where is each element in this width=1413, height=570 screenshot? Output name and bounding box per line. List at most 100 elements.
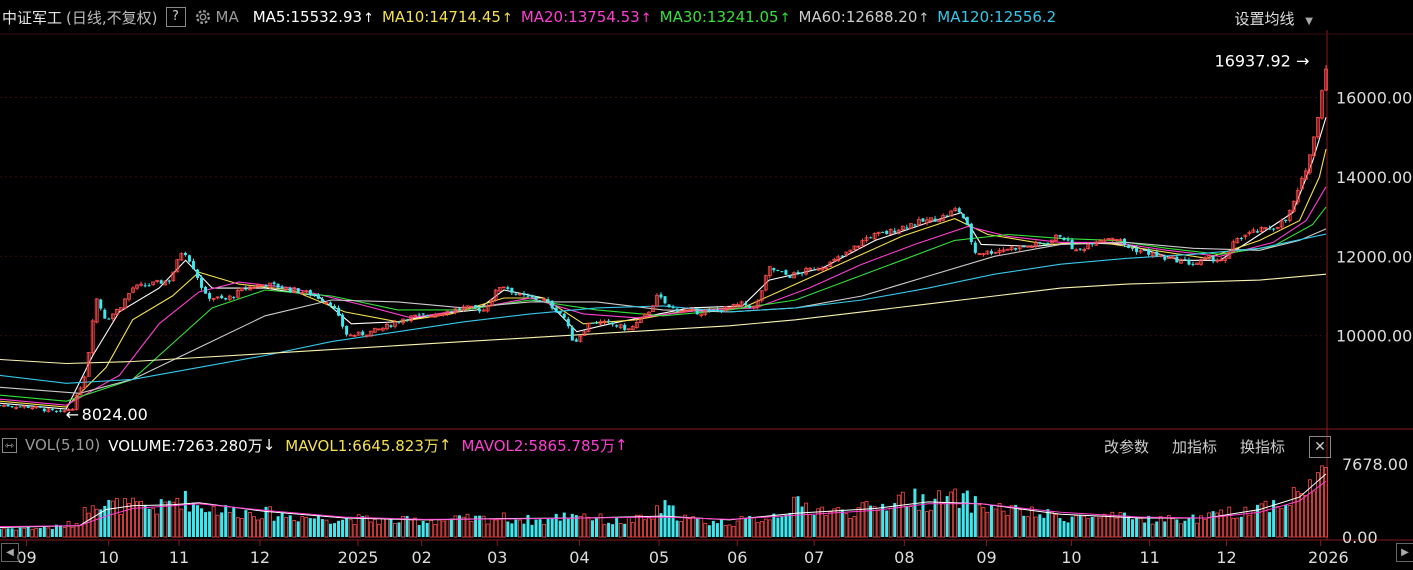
candle-body [856,245,861,248]
x-tick-label: 06 [727,548,747,567]
candle-body [1287,210,1292,221]
candle [1014,247,1018,251]
candle [461,304,466,312]
candle-body [284,286,289,291]
volume-bar [151,508,156,538]
candle-body [1005,248,1010,251]
volume-bar [139,500,143,538]
set-ma-button[interactable]: 设置均线 ▼ [1232,8,1313,29]
volume-bar [945,496,949,537]
ma-item: MA30:13241.05↑ [659,8,791,26]
period-mode[interactable]: (日线,不复权) [66,8,158,27]
volume-bar [110,500,115,538]
candle [1268,225,1272,230]
close-icon[interactable]: ✕ [1309,436,1331,458]
help-button[interactable]: ? [165,7,186,27]
candle [1307,154,1312,176]
candle-body [1017,245,1022,250]
volume-bar [957,507,961,537]
expand-icon[interactable]: ⇿ [2,437,17,453]
candle [719,310,723,314]
volume-bar [989,505,993,537]
candle [264,284,268,289]
candle [840,255,844,258]
candle [1179,258,1183,264]
candle [646,311,651,317]
volume-bar [204,512,208,537]
candle [235,288,240,299]
candle-body [655,294,659,307]
candle-body [965,216,969,226]
candle [328,301,332,308]
candle-body [361,331,365,336]
switch-indicator-button[interactable]: 换指标 [1240,438,1286,456]
candle-body [401,318,405,324]
volume-bar [361,516,365,537]
candle-body [1042,243,1046,245]
low-price-label: 8024.00 [82,405,148,424]
candle-body [949,210,954,217]
volume-bar [896,494,901,538]
candle [1025,245,1030,248]
edit-params-button[interactable]: 改参数 [1104,438,1150,456]
chart-header: 中证军工 (日线,不复权) ? MA MA5:15532.93↑ MA10:147… [0,0,1413,34]
volume-bar [615,517,619,537]
volume-bar [1183,520,1187,537]
volume-bar [594,518,598,537]
candle-body [292,287,297,294]
candle-body [634,321,639,328]
volume-bar [723,525,728,538]
volume-bar [1090,516,1094,537]
add-indicator-button[interactable]: 加指标 [1172,438,1218,456]
candle-body [247,286,252,291]
candle [2,403,6,408]
candle-body [135,284,139,289]
candle-body [288,287,292,292]
candle [312,293,316,297]
candle [881,231,885,233]
candle [832,257,837,263]
volume-bar [333,523,337,537]
candle [187,254,191,263]
ma-label[interactable]: MA [215,8,239,26]
candle-body [6,404,10,407]
volume-bar [272,520,276,537]
candle-body [763,275,768,291]
volume-bar [522,523,526,537]
volume-bar [667,505,671,537]
candle-body [337,307,341,316]
candle-body [280,286,284,289]
volume-bar [42,526,46,537]
candle-body [534,296,538,300]
volume-bar [550,518,554,537]
gear-icon[interactable] [194,8,212,26]
volume-bar [393,523,397,538]
candle [204,285,208,294]
candle [1243,234,1248,240]
chevron-down-icon: ▼ [1305,16,1313,27]
volume-bar [679,521,684,538]
candle [1017,245,1022,252]
candle-body [618,324,623,329]
scroll-right-button[interactable]: ▶ [1396,543,1413,562]
candle [1086,243,1091,250]
candle [913,223,917,229]
candle [123,298,127,310]
candle [667,304,671,308]
candle [1207,254,1212,260]
candle [167,279,171,285]
scroll-left-button[interactable]: ◀ [1,543,19,562]
volume-indicator[interactable]: VOL(5,10) [25,436,101,454]
candle-body [1009,246,1014,251]
candle-body [1054,234,1058,242]
volume-bar [618,523,623,538]
volume-bar [6,528,10,537]
candle [699,313,704,318]
candle [755,299,760,310]
volume-bar [247,512,252,538]
candle-body [256,284,260,288]
candle-body [1239,238,1243,240]
candle-body [755,300,760,308]
candle-body [437,314,442,316]
